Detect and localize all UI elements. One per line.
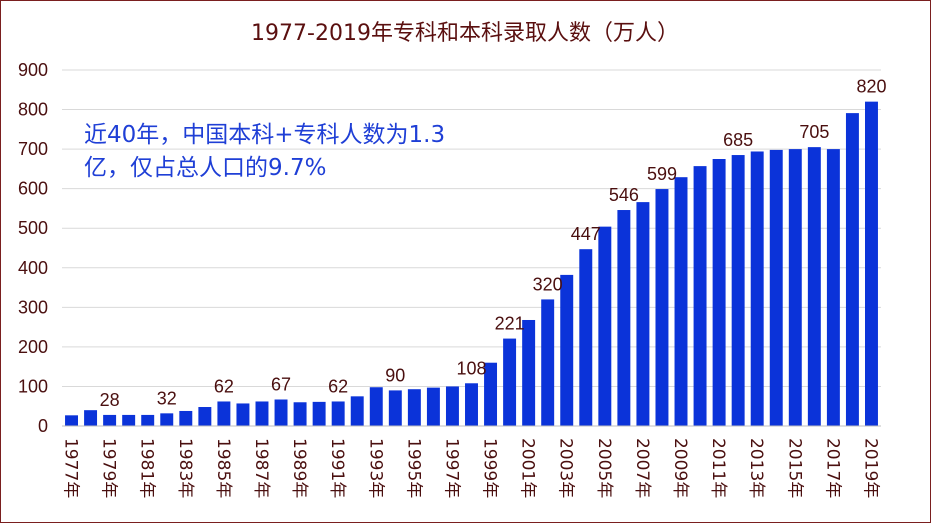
- bar: [141, 414, 155, 426]
- bar: [503, 338, 517, 426]
- bar: [484, 362, 498, 426]
- data-label: 705: [799, 122, 829, 142]
- x-tick-label: 2007年: [632, 438, 652, 498]
- y-tick-label: 600: [18, 179, 48, 199]
- data-label: 447: [571, 224, 601, 244]
- x-tick-label: 1989年: [289, 438, 309, 498]
- bar: [274, 399, 288, 426]
- bar: [788, 149, 802, 426]
- data-label: 320: [533, 274, 563, 294]
- bar: [198, 407, 212, 426]
- bar: [217, 401, 231, 426]
- x-tick-label: 1999年: [480, 438, 500, 498]
- bar: [731, 155, 745, 427]
- bar: [636, 202, 650, 426]
- bar: [522, 319, 536, 426]
- bar: [179, 410, 193, 426]
- chart-title: 1977-2019年专科和本科录取人数（万人）: [251, 21, 679, 46]
- bar: [312, 401, 326, 426]
- bar: [826, 149, 840, 426]
- bar: [407, 389, 421, 426]
- bar: [845, 113, 859, 427]
- x-tick-label: 1987年: [251, 438, 271, 498]
- bar: [255, 401, 269, 426]
- y-tick-label: 800: [18, 100, 48, 120]
- bars: [65, 101, 878, 427]
- bar: [445, 386, 459, 426]
- data-label: 820: [856, 77, 886, 97]
- bar: [769, 149, 783, 426]
- y-tick-label: 100: [18, 376, 48, 396]
- bar: [369, 387, 383, 426]
- bar: [84, 410, 98, 426]
- data-label: 221: [495, 314, 525, 334]
- x-tick-label: 2005年: [594, 438, 614, 498]
- bar: [865, 101, 878, 427]
- bar: [331, 401, 345, 426]
- y-axis-ticks: 0 100 200 300 400 500 600 700 800 900: [18, 60, 48, 436]
- x-tick-label: 2001年: [518, 438, 538, 498]
- bar: [598, 226, 612, 426]
- bar: [693, 166, 707, 426]
- x-axis-ticks: 1977年 1979年 1981年 1983年 1985年 1987年 1989年 1991年…: [61, 438, 881, 498]
- bar: [65, 415, 78, 426]
- y-tick-label: 400: [18, 258, 48, 278]
- bar: [674, 177, 688, 426]
- x-tick-label: 1981年: [137, 438, 157, 498]
- x-tick-label: 1985年: [213, 438, 233, 498]
- data-label: 62: [214, 376, 234, 396]
- bar: [236, 403, 250, 426]
- x-tick-label: 2009年: [670, 438, 690, 498]
- y-tick-label: 700: [18, 139, 48, 159]
- bar: [541, 299, 555, 426]
- x-tick-label: 2019年: [860, 438, 880, 498]
- annotation-line-2: 亿，仅占总人口的9.7%: [84, 155, 326, 181]
- x-tick-label: 2003年: [556, 438, 576, 498]
- y-tick-label: 0: [38, 416, 48, 436]
- annotation-line-1: 近40年，中国本科+专科人数为1.3: [84, 122, 445, 148]
- data-label: 90: [385, 365, 405, 385]
- data-label: 546: [609, 185, 639, 205]
- data-label: 62: [328, 376, 348, 396]
- x-tick-label: 2015年: [784, 438, 804, 498]
- data-label: 67: [271, 374, 291, 394]
- x-tick-label: 1991年: [327, 438, 347, 498]
- bar: [560, 274, 574, 426]
- bar: [617, 210, 631, 426]
- y-tick-label: 900: [18, 60, 48, 80]
- y-tick-label: 200: [18, 337, 48, 357]
- x-tick-label: 1993年: [365, 438, 385, 498]
- bar: [579, 249, 593, 426]
- x-tick-label: 1983年: [175, 438, 195, 498]
- bar: [750, 151, 764, 427]
- data-label: 685: [723, 130, 753, 150]
- bar: [655, 189, 669, 426]
- y-tick-label: 500: [18, 218, 48, 238]
- bar: [426, 387, 440, 426]
- bar: [465, 383, 478, 426]
- data-label: 28: [100, 390, 120, 410]
- bar: [712, 159, 726, 426]
- bar: [122, 414, 136, 426]
- bar: [103, 414, 117, 426]
- data-labels: 28 32 62 67 62 90 108 221 320 447 546 599 685 705 820: [100, 77, 887, 410]
- bar: [807, 147, 821, 426]
- data-label: 32: [157, 388, 177, 408]
- x-tick-label: 1995年: [403, 438, 423, 498]
- data-label: 108: [456, 358, 486, 378]
- bar: [160, 413, 174, 426]
- x-tick-label: 1997年: [441, 438, 461, 498]
- data-label: 599: [647, 164, 677, 184]
- bar: [388, 390, 402, 426]
- x-tick-label: 2013年: [746, 438, 766, 498]
- bar: [293, 402, 307, 426]
- x-tick-label: 1977年: [61, 438, 81, 498]
- bar: [350, 396, 364, 426]
- y-tick-label: 300: [18, 297, 48, 317]
- x-tick-label: 2017年: [822, 438, 842, 498]
- x-tick-label: 2011年: [708, 438, 728, 498]
- x-tick-label: 1979年: [99, 438, 119, 498]
